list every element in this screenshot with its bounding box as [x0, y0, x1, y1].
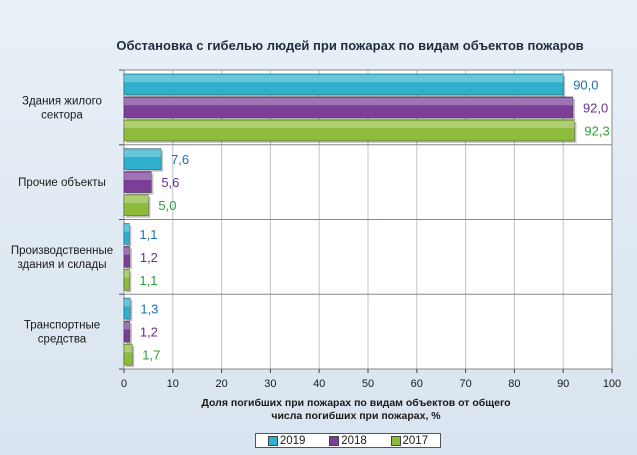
x-tick-label-10: 100	[603, 378, 621, 390]
category-label-1-0: Прочие объекты	[18, 177, 106, 189]
bar-highlight-2019-3	[124, 299, 131, 307]
x-axis-label-0: Доля погибших при пожарах по видам объек…	[201, 397, 510, 409]
bar-highlight-2019-1	[124, 149, 162, 157]
bar-2017-0	[123, 119, 575, 142]
data-label-2018-3: 1,2	[140, 325, 158, 340]
bar-2017-3	[123, 343, 133, 366]
bar-highlight-2019-2	[124, 224, 130, 232]
x-axis-label-1: числа погибших при пожарах, %	[271, 410, 441, 422]
bar-2017-2	[123, 268, 130, 291]
bar-2019-1	[123, 148, 162, 171]
chart-title: Обстановка с гибелью людей при пожарах п…	[116, 38, 584, 53]
legend: 2019 2018 2017	[255, 433, 441, 448]
data-label-2017-0: 92,3	[584, 123, 609, 138]
bar-highlight-2018-0	[124, 97, 573, 106]
bar-2018-1	[123, 171, 152, 194]
legend-swatch-2019	[267, 435, 278, 446]
category-label-2-0: Производственные	[11, 245, 113, 257]
x-tick-label-1: 10	[167, 378, 179, 390]
category-label-3-0: Транспортные	[24, 320, 100, 332]
bar-highlight-2017-1	[124, 195, 149, 203]
bar-highlight-2018-2	[124, 247, 130, 255]
x-tick-label-9: 90	[557, 378, 569, 390]
legend-label-2019: 2019	[279, 434, 306, 447]
legend-swatch-2018	[329, 435, 340, 446]
legend-swatch-2017	[390, 435, 401, 446]
category-label-0-1: сектора	[41, 109, 83, 121]
bar-highlight-2018-1	[124, 172, 152, 180]
bar-2019-3	[123, 297, 131, 320]
x-tick-label-7: 70	[459, 378, 471, 390]
category-label-0-0: Здания жилого	[22, 95, 102, 107]
data-label-2017-2: 1,1	[139, 273, 157, 288]
data-label-2017-1: 5,0	[158, 198, 176, 213]
category-label-3-1: средства	[38, 334, 87, 346]
bar-2019-0	[123, 73, 564, 96]
data-label-2018-1: 5,6	[161, 175, 179, 190]
bar-highlight-2017-2	[124, 270, 130, 278]
bar-highlight-2018-3	[124, 322, 130, 330]
data-label-2017-3: 1,7	[142, 348, 160, 363]
bar-highlight-2019-0	[124, 74, 564, 83]
category-label-2-1: здания и склады	[18, 259, 107, 271]
x-tick-label-2: 20	[215, 378, 227, 390]
data-label-2019-2: 1,1	[139, 227, 157, 242]
x-tick-label-0: 0	[121, 378, 127, 390]
data-label-2019-0: 90,0	[573, 77, 598, 92]
legend-item-2019: 2019	[267, 434, 306, 447]
legend-item-2017: 2017	[390, 434, 429, 447]
bar-2018-0	[123, 96, 574, 119]
x-tick-label-6: 60	[411, 378, 423, 390]
data-label-2018-0: 92,0	[583, 100, 608, 115]
bar-highlight-2017-0	[124, 120, 575, 129]
data-label-2019-3: 1,3	[140, 302, 158, 317]
bar-2019-2	[123, 222, 130, 245]
x-tick-label-3: 30	[264, 378, 276, 390]
legend-item-2018: 2018	[329, 435, 367, 447]
data-label-2018-2: 1,2	[140, 250, 158, 265]
bar-2017-1	[123, 194, 149, 217]
x-tick-label-4: 40	[313, 378, 325, 390]
bar-highlight-2017-3	[124, 345, 133, 353]
bar-2018-3	[123, 320, 131, 343]
legend-label-2018: 2018	[341, 434, 367, 447]
bar-2018-2	[123, 245, 131, 268]
x-tick-label-8: 80	[508, 378, 520, 390]
legend-label-2017: 2017	[402, 434, 429, 447]
data-label-2019-1: 7,6	[171, 152, 189, 167]
x-tick-label-5: 50	[362, 378, 374, 390]
